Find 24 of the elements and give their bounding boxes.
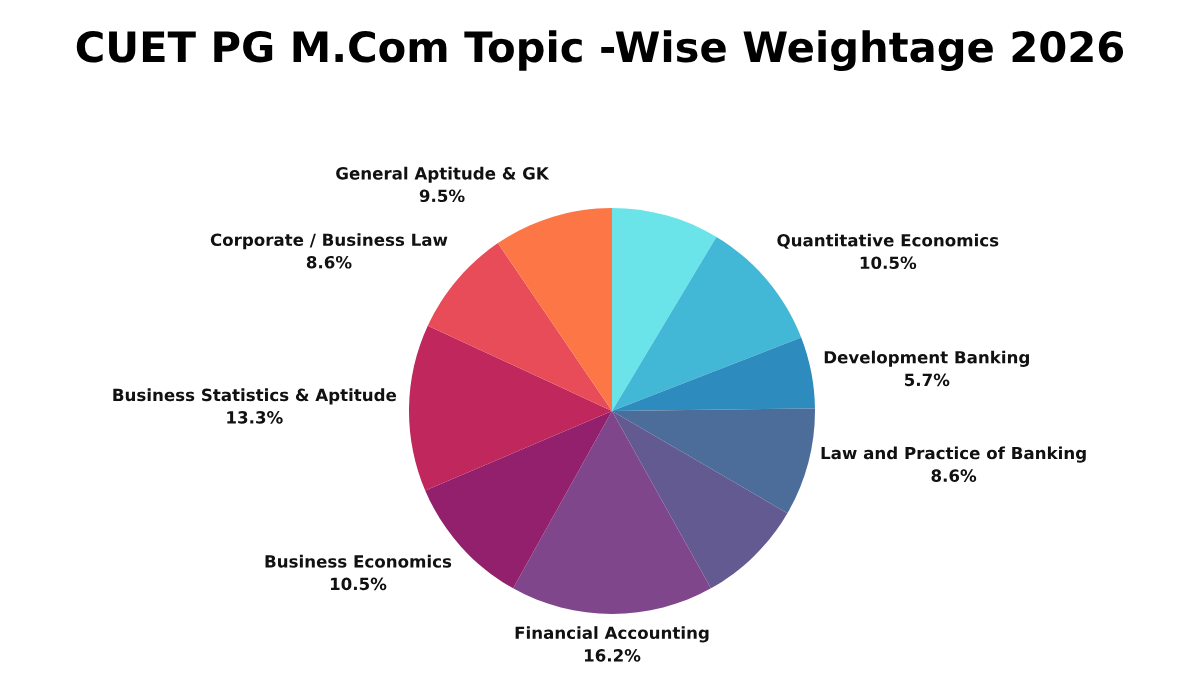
data-label: 5.7% [904, 373, 950, 387]
slice-label: Development Banking [824, 350, 1029, 367]
slice-label: Financial Accounting [515, 626, 709, 643]
data-label: 8.6% [931, 469, 977, 482]
slice-label: General Aptitude & GK [336, 166, 550, 183]
chart-title: CUET PG M.Com Topic -Wise Weightage 2026 [76, 30, 1124, 71]
pie-slice [612, 208, 717, 411]
data-label: 8.6% [306, 255, 352, 269]
data-label: 10.5% [860, 256, 917, 270]
pie-slice [497, 208, 612, 411]
pie-slice [513, 411, 711, 614]
pie-slice [409, 325, 612, 491]
slice-label: Corporate / Business Law [210, 233, 448, 250]
slice-label: Business Statistics & Aptitude [113, 388, 397, 405]
slice-label: Business Economics [265, 554, 452, 568]
pie-slice [612, 411, 788, 589]
data-label: 9.5% [419, 189, 465, 203]
slice-label: Law and Practice of Banking [821, 446, 1086, 463]
data-label: 13.3% [227, 411, 283, 424]
slice-label: Quantitative Economics [777, 233, 999, 249]
pie-slice [612, 408, 815, 514]
pie-slice [612, 337, 815, 411]
data-label: 10.5% [330, 577, 387, 591]
data-label: 16.2% [584, 649, 641, 662]
